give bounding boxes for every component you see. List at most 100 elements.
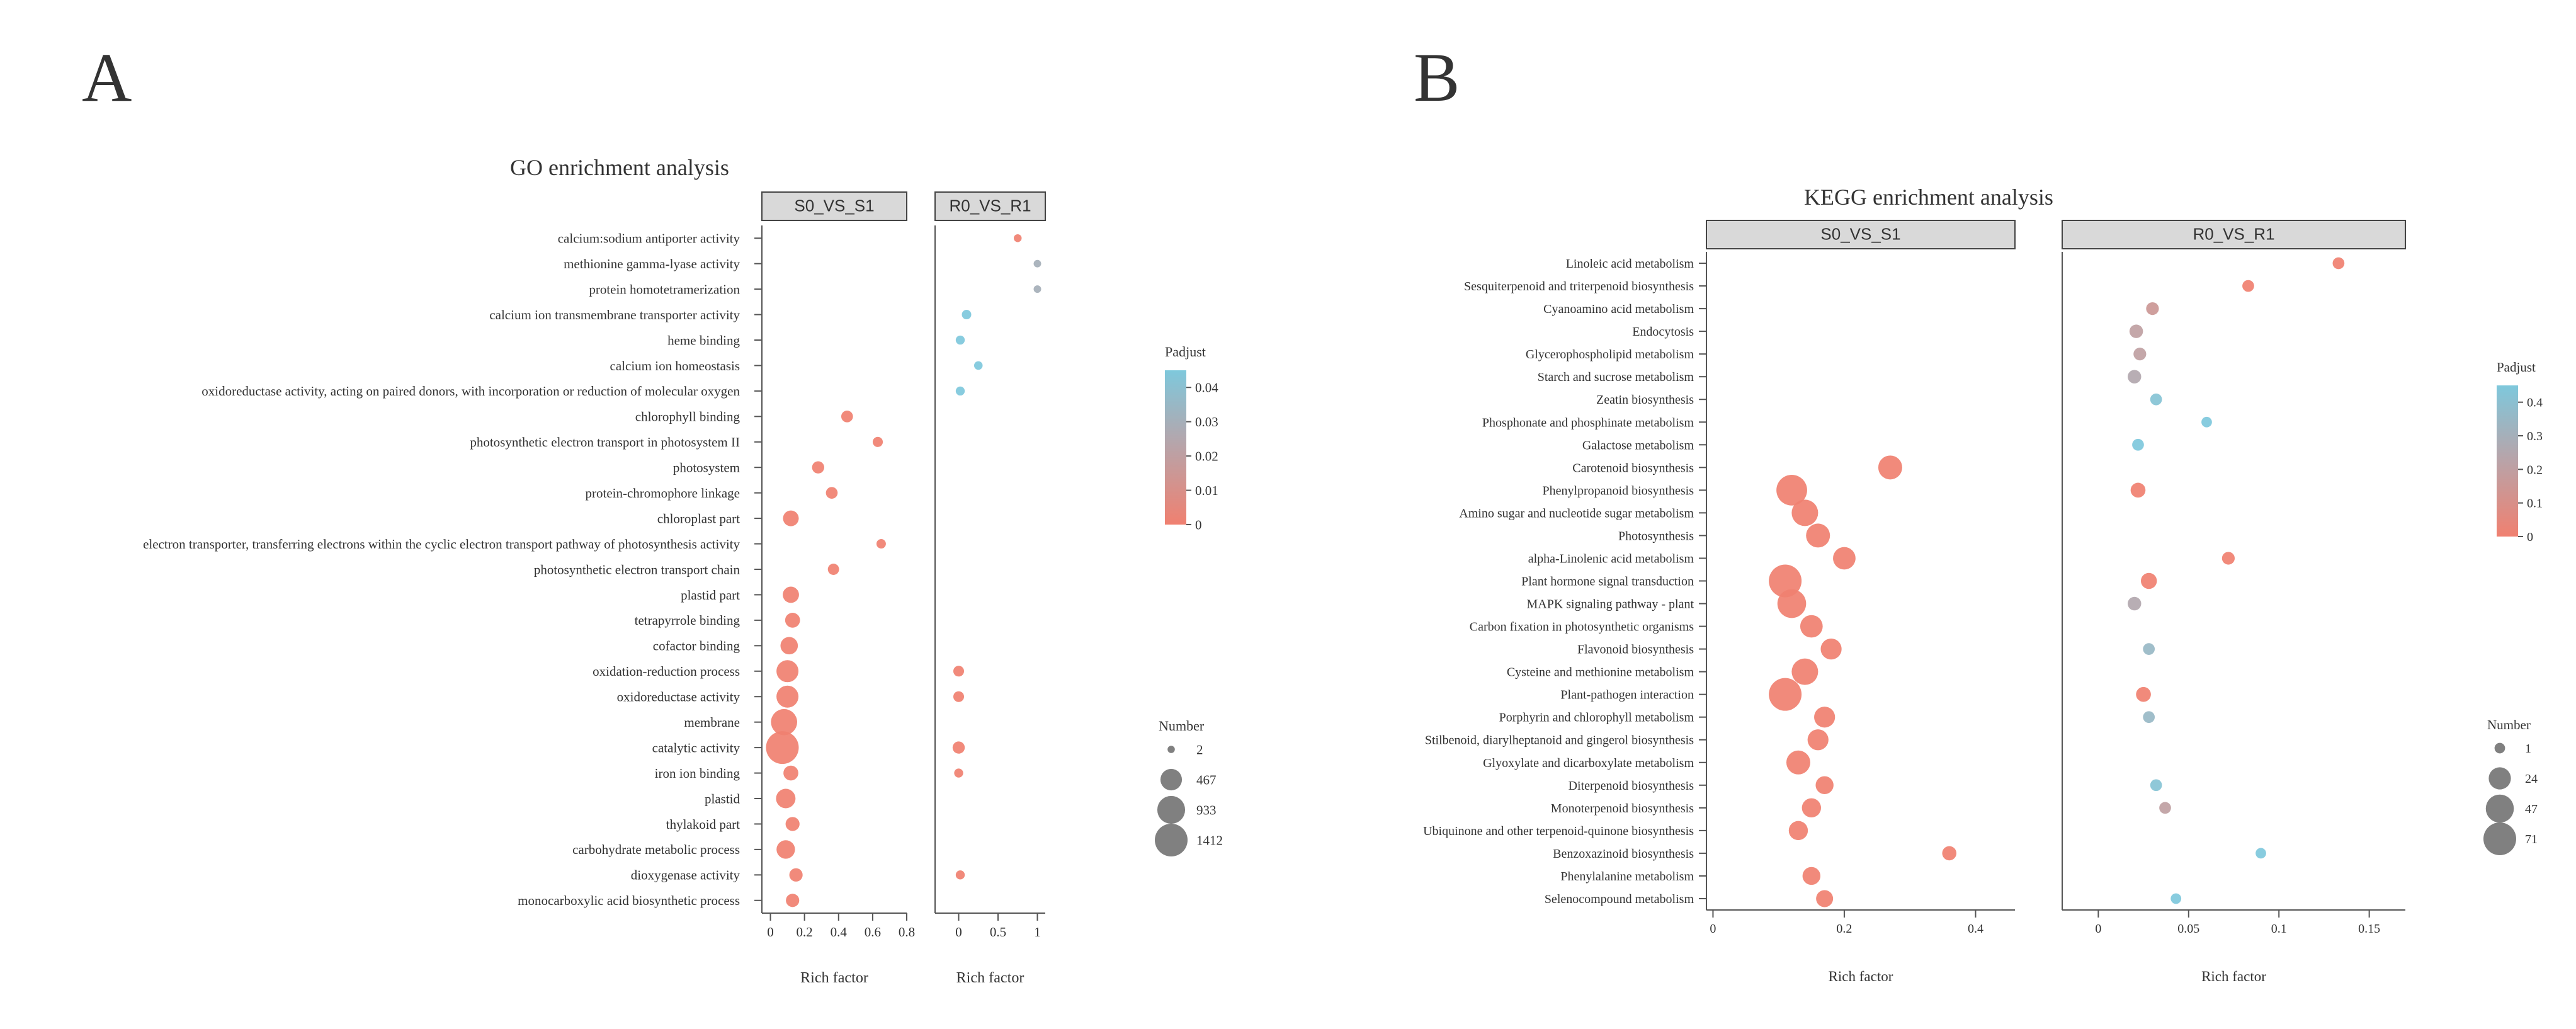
data-point [2136, 686, 2151, 702]
data-point [785, 613, 800, 628]
data-point [776, 840, 795, 859]
category-label: Monoterpenoid biosynthesis [1551, 802, 1694, 816]
data-point [826, 487, 838, 499]
category-label: Galactose metabolism [1582, 438, 1694, 452]
x-tick-label: 0 [2095, 922, 2101, 936]
category-label: Endocytosis [1632, 325, 1694, 339]
category-label: carbohydrate metabolic process [572, 842, 740, 857]
data-point [2127, 370, 2142, 384]
data-point [1769, 678, 1802, 711]
data-point [2130, 482, 2146, 498]
color-legend-title: Padjust [1165, 344, 1206, 360]
category-label: dioxygenase activity [631, 868, 740, 883]
size-legend-circle [1160, 768, 1183, 791]
data-point [783, 586, 799, 603]
data-point [776, 685, 799, 708]
data-point [2127, 596, 2142, 611]
category-label: Amino sugar and nucleotide sugar metabol… [1459, 506, 1694, 520]
data-point [2159, 802, 2171, 814]
category-label: chloroplast part [657, 511, 740, 526]
color-legend-label: 0.03 [1195, 414, 1218, 429]
data-point [1791, 499, 1819, 526]
facet-strip [1706, 220, 2016, 249]
data-point [1833, 547, 1856, 570]
category-label: protein-chromophore linkage [586, 486, 740, 501]
facet-label: S0_VS_S1 [1820, 225, 1900, 244]
data-point [1014, 234, 1022, 242]
data-point [1800, 615, 1823, 638]
color-legend-label: 0.01 [1195, 483, 1218, 498]
panel-label-a: A [82, 39, 132, 116]
data-point [1814, 707, 1836, 728]
data-point [780, 637, 798, 655]
data-point [771, 708, 797, 736]
data-point [2150, 393, 2162, 406]
data-point [1942, 846, 1957, 861]
x-tick-label: 0.2 [797, 924, 813, 940]
color-legend-label: 0 [1195, 517, 1202, 532]
data-point [962, 310, 972, 320]
category-label: heme binding [667, 333, 740, 348]
size-legend-label: 933 [1196, 802, 1217, 817]
data-point [1033, 285, 1041, 293]
data-point [2242, 280, 2254, 292]
category-label: thylakoid part [666, 817, 740, 832]
category-label: oxidoreductase activity, acting on paire… [201, 384, 740, 399]
data-point [1801, 798, 1822, 818]
category-label: iron ion binding [655, 766, 740, 781]
data-point [1033, 259, 1041, 268]
size-legend-circle [1155, 824, 1188, 856]
size-legend-title: Number [2487, 717, 2531, 732]
category-label: Porphyrin and chlorophyll metabolism [1499, 711, 1694, 725]
x-tick-label: 1 [1034, 924, 1041, 940]
category-label: Cysteine and methionine metabolism [1507, 666, 1694, 679]
x-tick-label: 0.1 [2271, 922, 2287, 936]
category-label: Carbon fixation in photosynthetic organi… [1470, 620, 1694, 634]
data-point [1788, 821, 1808, 841]
data-point [955, 870, 965, 880]
data-point [954, 768, 963, 778]
data-point [955, 386, 965, 396]
x-axis-label: Rich factor [1829, 969, 1893, 984]
data-point [1776, 474, 1807, 506]
category-label: cofactor binding [653, 639, 740, 654]
size-legend-label: 467 [1196, 772, 1217, 787]
data-point [789, 868, 803, 882]
category-label: calcium ion homeostasis [610, 358, 740, 373]
data-point [776, 660, 799, 683]
data-point [1777, 589, 1807, 618]
category-label: Photosynthesis [1618, 529, 1694, 543]
category-label: catalytic activity [652, 740, 740, 755]
x-axis-label: Rich factor [956, 969, 1024, 986]
category-label: oxidoreductase activity [617, 690, 740, 705]
category-label: Plant-pathogen interaction [1560, 688, 1694, 702]
category-label: Sesquiterpenoid and triterpenoid biosynt… [1464, 280, 1694, 293]
category-label: MAPK signaling pathway - plant [1526, 598, 1694, 611]
data-point [776, 788, 796, 809]
data-point [2133, 348, 2147, 361]
category-label: Selenocompound metabolism [1545, 892, 1694, 906]
x-tick-label: 0.2 [1836, 922, 1852, 936]
facet-label: R0_VS_R1 [2193, 225, 2274, 244]
data-point [2201, 416, 2212, 428]
color-legend-title: Padjust [2497, 360, 2536, 375]
data-point [1786, 750, 1810, 775]
color-legend-bar [2497, 385, 2518, 537]
size-legend-label: 24 [2525, 772, 2538, 786]
category-label: calcium ion transmembrane transporter ac… [489, 307, 740, 322]
data-point [1806, 523, 1830, 548]
category-label: Flavonoid biosynthesis [1577, 643, 1694, 657]
data-point [2140, 572, 2157, 589]
x-axis-label: Rich factor [2201, 969, 2266, 984]
data-point [785, 817, 800, 831]
x-tick-label: 0.6 [865, 924, 881, 940]
category-label: calcium:sodium antiporter activity [558, 231, 740, 246]
category-label: tetrapyrrole binding [635, 613, 740, 628]
category-label: Phenylalanine metabolism [1560, 870, 1694, 884]
size-legend-circle [2485, 794, 2514, 823]
size-legend-circle [1157, 795, 1186, 824]
category-label: monocarboxylic acid biosynthetic process [518, 893, 740, 908]
go-enrichment-chart: GO enrichment analysis calcium:sodium ant… [143, 155, 1223, 986]
category-label: Diterpenoid biosynthesis [1569, 779, 1694, 793]
category-label: plastid [705, 791, 740, 806]
